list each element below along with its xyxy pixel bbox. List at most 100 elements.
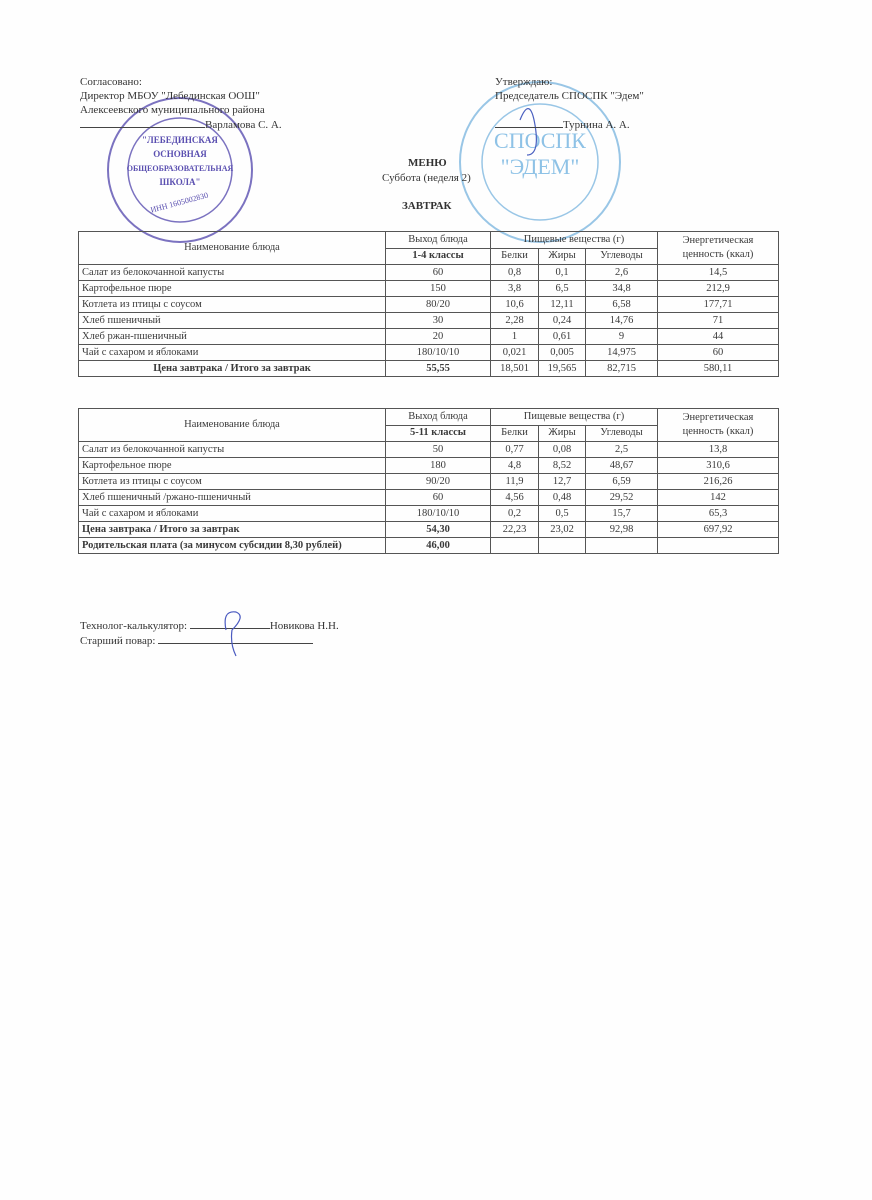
dish-fat: 0,005 bbox=[538, 344, 586, 361]
chef-label: Старший повар: bbox=[80, 635, 156, 647]
dish-protein: 4,8 bbox=[490, 457, 539, 474]
header-nutrients: Пищевые вещества (г) bbox=[490, 231, 658, 249]
dish-fat: 12,7 bbox=[538, 473, 586, 490]
header-name: Наименование блюда bbox=[78, 231, 386, 265]
total-row-dish-energy: 580,11 bbox=[657, 360, 779, 377]
table-row: Хлеб пшеничный 30 2,28 0,24 14,76 71 bbox=[78, 312, 779, 329]
dish-fat: 0,1 bbox=[538, 264, 586, 281]
menu-title: МЕНЮ bbox=[408, 157, 447, 169]
fee-row-dish-fat bbox=[538, 537, 586, 554]
table-row: Салат из белокочанной капусты 60 0,8 0,1 2,6… bbox=[78, 264, 779, 281]
dish-carbs: 6,59 bbox=[585, 473, 658, 490]
dish-energy: 212,9 bbox=[657, 280, 779, 297]
menu-day: Суббота (неделя 2) bbox=[382, 172, 471, 184]
dish-name: Хлеб пшеничный bbox=[78, 312, 386, 329]
dish-carbs: 15,7 bbox=[585, 505, 658, 522]
dish-protein: 1 bbox=[490, 328, 539, 345]
dish-energy: 13,8 bbox=[657, 441, 779, 458]
dish-yield: 80/20 bbox=[385, 296, 491, 313]
dish-name: Хлеб ржан-пшеничный bbox=[78, 328, 386, 345]
fee-row: Родительская плата (за минусом субсидии … bbox=[78, 537, 779, 554]
dish-name: Хлеб пшеничный /ржано-пшеничный bbox=[78, 489, 386, 506]
dish-protein: 11,9 bbox=[490, 473, 539, 490]
fee-row-dish-protein bbox=[490, 537, 539, 554]
total-row-dish-name: Цена завтрака / Итого за завтрак bbox=[78, 360, 386, 377]
svg-text:"ЛЕБЕДИНСКАЯ: "ЛЕБЕДИНСКАЯ bbox=[142, 135, 218, 145]
dish-yield: 180 bbox=[385, 457, 491, 474]
header-yield: Выход блюда bbox=[385, 408, 491, 426]
dish-fat: 8,52 bbox=[538, 457, 586, 474]
dish-name: Картофельное пюре bbox=[78, 457, 386, 474]
header-fat: Жиры bbox=[538, 247, 586, 265]
approval-left-name: Варламова С. А. bbox=[205, 119, 282, 131]
dish-name: Котлета из птицы с соусом bbox=[78, 473, 386, 490]
dish-name: Чай с сахаром и яблоками bbox=[78, 505, 386, 522]
dish-yield: 60 bbox=[385, 489, 491, 506]
header-nutrients: Пищевые вещества (г) bbox=[490, 408, 658, 426]
fee-row-dish-energy bbox=[657, 537, 779, 554]
dish-yield: 150 bbox=[385, 280, 491, 297]
approval-right: Утверждаю: Председатель СПОСПК "Эдем" Ту… bbox=[495, 75, 644, 132]
dish-name: Салат из белокочанной капусты bbox=[78, 441, 386, 458]
signature-line bbox=[80, 117, 205, 128]
svg-text:СПОСПК: СПОСПК bbox=[494, 128, 586, 153]
dish-yield: 50 bbox=[385, 441, 491, 458]
dish-yield: 30 bbox=[385, 312, 491, 329]
header-fat: Жиры bbox=[538, 424, 586, 442]
fee-row-dish-yield: 46,00 bbox=[385, 537, 491, 554]
technologist-name: Новикова Н.Н. bbox=[269, 620, 339, 632]
svg-text:ОСНОВНАЯ: ОСНОВНАЯ bbox=[153, 149, 207, 159]
approval-right-label: Утверждаю: bbox=[495, 76, 553, 88]
dish-fat: 0,24 bbox=[538, 312, 586, 329]
dish-energy: 216,26 bbox=[657, 473, 779, 490]
dish-energy: 142 bbox=[657, 489, 779, 506]
signature-line bbox=[158, 633, 314, 644]
total-row-dish-name: Цена завтрака / Итого за завтрак bbox=[78, 521, 386, 538]
total-row-dish-yield: 54,30 bbox=[385, 521, 491, 538]
dish-carbs: 2,5 bbox=[585, 441, 658, 458]
svg-text:ШКОЛА": ШКОЛА" bbox=[160, 177, 201, 187]
signature-line bbox=[189, 618, 270, 629]
dish-fat: 0,48 bbox=[538, 489, 586, 506]
dish-protein: 4,56 bbox=[490, 489, 539, 506]
total-row-dish-protein: 22,23 bbox=[490, 521, 539, 538]
approval-left-position: Директор МБОУ "Лебединская ООШ" bbox=[80, 90, 260, 102]
dish-fat: 6,5 bbox=[538, 280, 586, 297]
dish-yield: 90/20 bbox=[385, 473, 491, 490]
dish-fat: 0,08 bbox=[538, 441, 586, 458]
header-group: 5-11 классы bbox=[385, 424, 491, 442]
meal-title: ЗАВТРАК bbox=[402, 200, 452, 212]
dish-fat: 0,61 bbox=[538, 328, 586, 345]
approval-left-label: Согласовано: bbox=[80, 76, 142, 88]
fee-row-dish-carbs bbox=[585, 537, 658, 554]
menu-table-5-11: Наименование блюда Выход блюда Пищевые вещ… bbox=[78, 408, 779, 554]
dish-fat: 12,11 bbox=[538, 296, 586, 313]
header-protein: Белки bbox=[490, 247, 539, 265]
menu-table-1-4: Наименование блюда Выход блюда Пищевые вещ… bbox=[78, 231, 779, 377]
approval-left-district: Алексеевского муниципального района bbox=[80, 104, 265, 116]
dish-carbs: 29,52 bbox=[585, 489, 658, 506]
table-row: Чай с сахаром и яблоками 180/10/10 0,021 0,… bbox=[78, 344, 779, 361]
dish-protein: 0,021 bbox=[490, 344, 539, 361]
approval-right-name: Турнина А. А. bbox=[563, 119, 630, 131]
svg-text:"ЭДЕМ": "ЭДЕМ" bbox=[501, 154, 580, 179]
total-row-dish-protein: 18,501 bbox=[490, 360, 539, 377]
dish-yield: 20 bbox=[385, 328, 491, 345]
dish-energy: 310,6 bbox=[657, 457, 779, 474]
dish-name: Картофельное пюре bbox=[78, 280, 386, 297]
dish-carbs: 9 bbox=[585, 328, 658, 345]
dish-yield: 60 bbox=[385, 264, 491, 281]
technologist-label: Технолог-калькулятор: bbox=[80, 620, 188, 632]
total-row: Цена завтрака / Итого за завтрак 54,30 22,… bbox=[78, 521, 779, 538]
dish-name: Котлета из птицы с соусом bbox=[78, 296, 386, 313]
header-group: 1-4 классы bbox=[385, 247, 491, 265]
dish-protein: 2,28 bbox=[490, 312, 539, 329]
dish-carbs: 14,76 bbox=[585, 312, 658, 329]
dish-protein: 0,8 bbox=[490, 264, 539, 281]
dish-energy: 44 bbox=[657, 328, 779, 345]
table-row: Салат из белокочанной капусты 50 0,77 0,08 2… bbox=[78, 441, 779, 458]
dish-carbs: 34,8 bbox=[585, 280, 658, 297]
dish-carbs: 6,58 bbox=[585, 296, 658, 313]
signatures: Технолог-калькулятор: Новикова Н.Н. Стар… bbox=[80, 618, 339, 648]
